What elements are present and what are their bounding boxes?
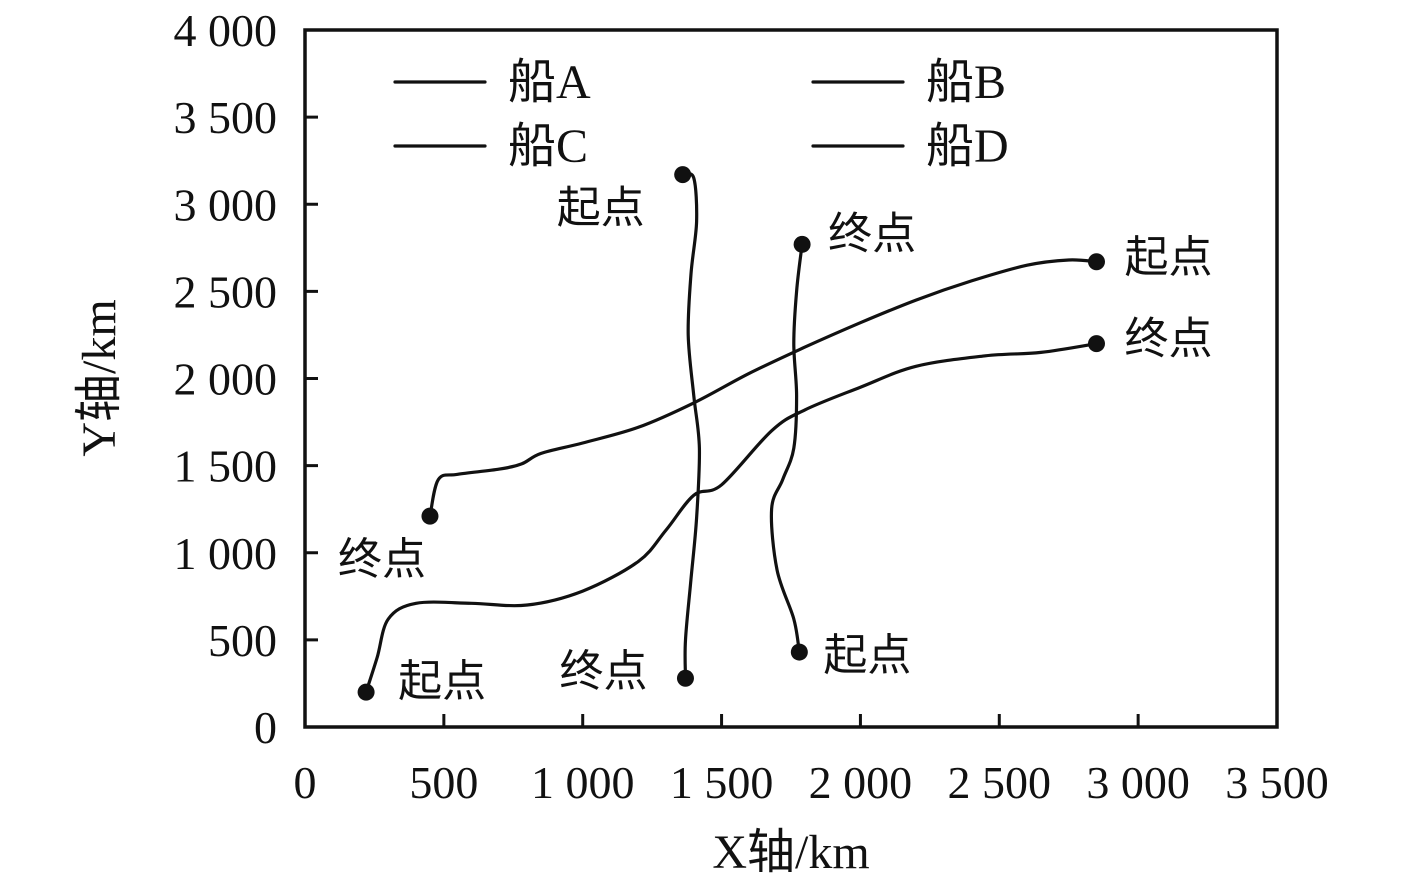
legend-label: 船C	[508, 120, 588, 173]
ship-a-start-label: 起点	[1124, 232, 1212, 283]
y-tick-label: 1 500	[174, 441, 278, 492]
x-tick-label: 1 000	[531, 757, 635, 808]
y-tick-label: 4 000	[174, 5, 278, 56]
ship-b-track	[364, 342, 1099, 694]
ship-d-start-label: 起点	[823, 630, 911, 681]
x-tick-label: 3 500	[1225, 757, 1329, 808]
y-axis-title: Y轴/km	[73, 299, 126, 456]
ship-b-end-label: 终点	[1124, 314, 1212, 365]
axis-ticks	[305, 115, 1140, 727]
ship-d-track	[769, 242, 804, 654]
ship-c-end-label: 终点	[559, 646, 647, 697]
x-axis-title: X轴/km	[712, 826, 869, 879]
legend: 船A 船B 船C 船D	[393, 56, 1009, 173]
x-tick-label: 0	[294, 757, 317, 808]
ship-tracks	[364, 172, 1099, 694]
ship-b-end-point	[1087, 335, 1105, 353]
ship-c-start-point	[674, 166, 692, 184]
ship-a-start-point	[1087, 253, 1105, 271]
y-tick-label: 500	[208, 615, 277, 666]
y-tick-label: 1 000	[174, 528, 278, 579]
plot-frame	[303, 28, 1279, 729]
y-tick-label: 3 000	[174, 179, 278, 230]
legend-label: 船D	[926, 120, 1009, 173]
ship-d-end-point	[793, 235, 811, 253]
ship-a-track	[428, 258, 1099, 518]
ship-b-start-label: 起点	[398, 656, 486, 707]
y-tick-label: 3 500	[174, 92, 278, 143]
y-tick-label: 2 000	[174, 354, 278, 405]
x-tick-label: 1 500	[670, 757, 774, 808]
ship-b-start-point	[357, 683, 375, 701]
y-tick-label: 0	[254, 702, 277, 753]
x-tick-label: 2 500	[948, 757, 1052, 808]
x-tick-label: 3 000	[1086, 757, 1190, 808]
ship-c-start-label: 起点	[557, 183, 645, 234]
axis-tick-labels: 0 500 1 000 1 500 2 000 2 500 3 000 3 500 0 500 1 …	[174, 5, 1329, 808]
ship-d-start-point	[790, 643, 808, 661]
legend-label: 船B	[926, 56, 1006, 109]
ship-a-end-label: 终点	[338, 534, 426, 585]
legend-label: 船A	[508, 56, 591, 109]
ship-d-end-label: 终点	[828, 208, 916, 259]
ship-a-end-point	[421, 507, 439, 525]
x-tick-label: 2 000	[809, 757, 913, 808]
track-endpoints	[357, 166, 1105, 701]
ship-c-end-point	[676, 669, 694, 687]
x-tick-label: 500	[409, 757, 478, 808]
ship-c-track	[681, 172, 702, 680]
y-tick-label: 2 500	[174, 266, 278, 317]
